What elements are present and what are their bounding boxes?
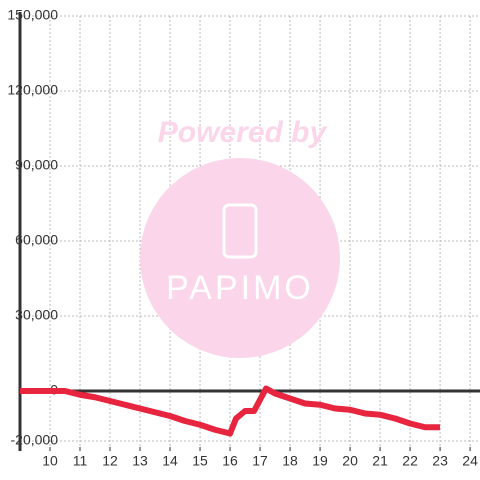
watermark-brand: PAPIMO <box>166 269 314 307</box>
x-tick-label: 18 <box>282 453 298 469</box>
x-tick-label: 21 <box>372 453 388 469</box>
x-tick-label: 24 <box>462 453 478 469</box>
x-tick-label: 23 <box>432 453 448 469</box>
y-tick-label: -20,000 <box>11 432 59 448</box>
x-tick-label: 22 <box>402 453 418 469</box>
y-tick-label: 60,000 <box>15 232 58 248</box>
x-tick-label: 17 <box>252 453 268 469</box>
x-tick-label: 11 <box>73 453 88 469</box>
x-tick-label: 19 <box>312 453 328 469</box>
x-tick-label: 15 <box>192 453 208 469</box>
x-tick-label: 10 <box>42 453 58 469</box>
y-tick-label: 30,000 <box>15 307 58 323</box>
watermark-top: Powered by <box>158 116 328 149</box>
x-tick-label: 20 <box>342 453 358 469</box>
watermark-icon <box>222 203 258 259</box>
watermark: Powered by PAPIMO <box>140 116 340 358</box>
data-line <box>20 385 441 437</box>
y-tick-label: 120,000 <box>7 82 58 98</box>
x-tick-label: 16 <box>222 453 238 469</box>
x-tick-label: 14 <box>162 453 178 469</box>
x-tick-label: 12 <box>102 453 118 469</box>
y-tick-label: 90,000 <box>15 157 58 173</box>
y-tick-label: 150,000 <box>7 7 58 23</box>
x-tick-label: 13 <box>132 453 148 469</box>
